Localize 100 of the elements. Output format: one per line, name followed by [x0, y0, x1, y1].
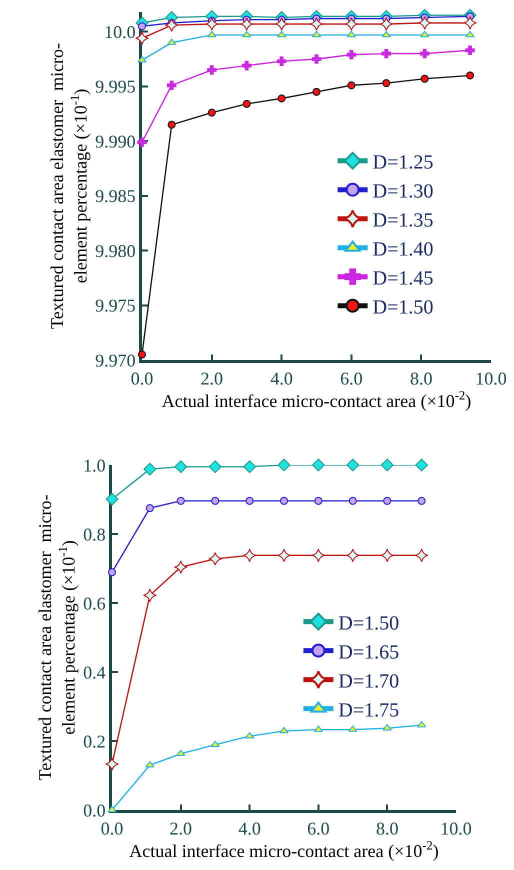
- point: [205, 17, 219, 31]
- point: [242, 100, 251, 108]
- x-tick-label: 10.0: [475, 368, 507, 388]
- point: [382, 79, 390, 88]
- y-tick-label: 9.990: [95, 131, 136, 152]
- y-tick-label: 9.995: [95, 76, 136, 97]
- x-tick-label: 0.0: [130, 368, 154, 388]
- point: [347, 81, 356, 90]
- point: [312, 88, 320, 96]
- point: [243, 460, 256, 474]
- point: [463, 16, 477, 30]
- point: [242, 30, 252, 38]
- legend-label: D=1.50: [372, 296, 434, 318]
- y-tick-label: 9.985: [95, 186, 136, 206]
- point: [242, 60, 252, 70]
- point: [415, 458, 428, 472]
- point: [418, 496, 426, 505]
- y-tick-label: 0.8: [83, 524, 106, 544]
- point: [346, 458, 360, 472]
- point: [164, 18, 178, 32]
- point: [105, 757, 119, 771]
- x-axis-title: Actual interface micro-contact area (×10$^{-2}$): [162, 388, 472, 411]
- legend-label: D=1.65: [338, 641, 400, 664]
- point: [312, 54, 322, 64]
- point: [135, 31, 149, 46]
- point: [246, 496, 254, 505]
- point: [210, 740, 220, 748]
- point: [418, 16, 432, 30]
- point: [166, 80, 176, 90]
- point: [466, 71, 474, 80]
- legend-label: D=1.25: [372, 152, 434, 174]
- point: [146, 504, 154, 512]
- point: [176, 496, 185, 505]
- legend-label: D=1.75: [338, 699, 400, 722]
- legend-label: D=1.30: [372, 180, 434, 202]
- y-tick-label: 0.0: [83, 800, 106, 820]
- point: [380, 548, 394, 562]
- point: [276, 56, 286, 66]
- y-tick-label: 9.980: [95, 240, 136, 261]
- point: [466, 30, 475, 38]
- legend-label: D=1.70: [338, 670, 400, 692]
- point: [174, 560, 188, 574]
- point: [108, 568, 116, 576]
- point: [420, 74, 429, 83]
- x-tick-label: 8.0: [410, 368, 432, 388]
- point: [346, 50, 356, 60]
- point: [382, 30, 391, 38]
- x-axis-title: Actual interface micro-contact area (×10$^{-2}$): [129, 838, 439, 861]
- point: [314, 496, 322, 505]
- point: [382, 48, 391, 58]
- point: [380, 17, 394, 31]
- point: [176, 750, 186, 756]
- point: [207, 65, 216, 75]
- point: [346, 548, 360, 562]
- point: [208, 552, 222, 566]
- point: [208, 108, 216, 117]
- y-tick-label: 0.4: [83, 662, 106, 682]
- point: [312, 458, 325, 472]
- point: [344, 17, 358, 31]
- legend-label: D=1.50: [338, 612, 400, 634]
- point: [277, 548, 291, 562]
- y-tick-label: 1.0: [83, 455, 106, 476]
- point: [138, 350, 146, 359]
- y-tick-label: 0.6: [83, 593, 106, 614]
- point: [274, 17, 288, 31]
- y-tick-label: 9.975: [95, 296, 136, 316]
- legend-label: D=1.45: [372, 268, 434, 290]
- legend-label: D=1.40: [372, 238, 434, 260]
- point: [208, 460, 222, 474]
- point: [280, 496, 288, 505]
- point: [278, 458, 290, 472]
- x-tick-label: 8.0: [376, 818, 398, 838]
- point: [207, 30, 216, 38]
- point: [168, 120, 176, 129]
- legend-label: D=1.35: [372, 210, 434, 232]
- point: [383, 496, 392, 505]
- point: [143, 588, 157, 602]
- point: [465, 46, 475, 55]
- point: [277, 30, 286, 38]
- point: [211, 496, 220, 505]
- x-tick-label: 2.0: [200, 368, 224, 388]
- x-tick-label: 10.0: [440, 818, 472, 838]
- point: [420, 30, 430, 38]
- point: [312, 548, 326, 562]
- point: [310, 17, 324, 31]
- point: [346, 30, 356, 38]
- point: [278, 94, 286, 102]
- point: [348, 496, 357, 505]
- point: [312, 30, 322, 38]
- point: [174, 460, 188, 474]
- y-tick-label: 0.2: [83, 731, 106, 752]
- point: [137, 138, 147, 147]
- point: [420, 48, 430, 58]
- point: [242, 548, 256, 562]
- y-tick-label: 10.0: [104, 22, 136, 42]
- point: [143, 462, 156, 476]
- point: [380, 458, 394, 472]
- x-tick-label: 2.0: [170, 818, 192, 838]
- x-tick-label: 6.0: [340, 368, 363, 388]
- x-tick-label: 4.0: [238, 818, 261, 838]
